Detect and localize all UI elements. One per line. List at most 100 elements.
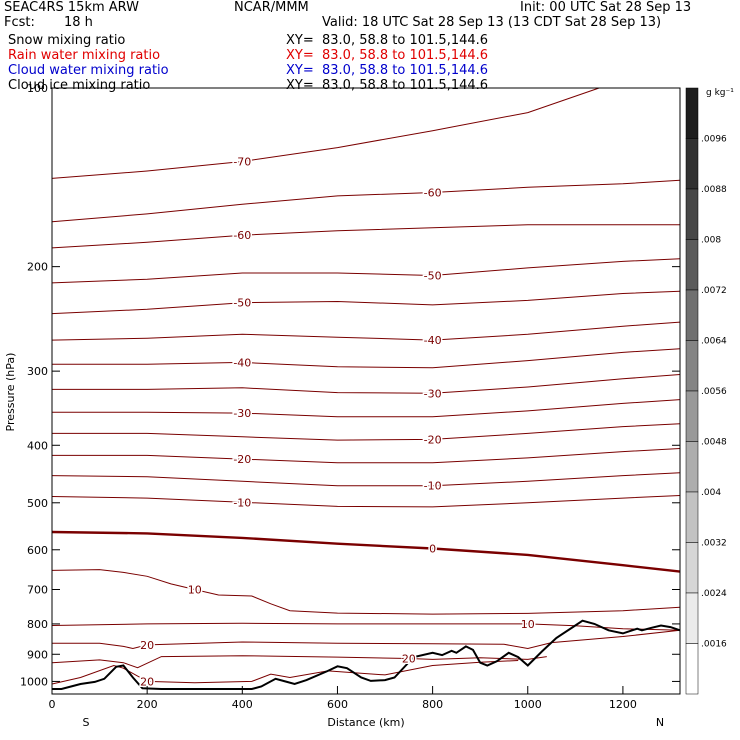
isotherm-line-8 — [52, 399, 681, 418]
y-tick-label-9: 1000 — [20, 675, 48, 688]
x-axis: 0 200 400 600 800 1000 1200 — [49, 686, 637, 711]
field-snow-xy: XY= 83.0, 58.8 to 101.5,144.6 — [286, 33, 489, 48]
colorbar-tick-0: .0096 — [701, 135, 727, 145]
isotherm-label-2: -60 — [233, 229, 251, 242]
colorbar-swatch-11 — [685, 643, 699, 695]
colorbar-tick-5: .0056 — [701, 387, 727, 397]
colorbar-tick-9: .0024 — [701, 589, 727, 599]
valid-time: Valid: 18 UTC Sat 28 Sep 13 (13 CDT Sat … — [322, 15, 662, 30]
init-time: Init: 00 UTC Sat 28 Sep 13 — [520, 0, 692, 15]
y-tick-label-8: 900 — [27, 648, 48, 661]
y-tick-label-7: 800 — [27, 618, 48, 631]
isotherm-label-16: 20 — [140, 639, 154, 652]
isotherm-label-17: 20 — [402, 653, 416, 666]
colorbar-swatch-1 — [685, 138, 699, 190]
isotherm-line-12 — [51, 495, 681, 508]
y-tick-label-2: 300 — [27, 365, 48, 378]
isotherm-line-11 — [51, 472, 681, 487]
colorbar-tick-6: .0048 — [701, 438, 727, 448]
colorbar-tick-2: .008 — [701, 236, 721, 246]
x-tick-label-2: 400 — [232, 698, 253, 711]
colorbar-tick-4: .0064 — [701, 337, 727, 347]
isotherm-label-10: -20 — [233, 453, 251, 466]
isotherm-line-2 — [51, 224, 680, 249]
field-cloudice-name: Cloud ice mixing ratio — [8, 78, 151, 93]
isotherm-line-13 — [51, 530, 681, 573]
isotherm-label-1: -60 — [424, 186, 442, 199]
colorbar-swatch-5 — [685, 340, 699, 392]
y-tick-label-0: 100 — [27, 82, 48, 95]
isotherm-line-5 — [51, 321, 681, 341]
isotherm-line-6 — [52, 348, 681, 369]
colorbar-swatch-10 — [685, 592, 699, 644]
colorbar-swatch-8 — [685, 491, 699, 543]
colorbar: .0096 .0088 .008 .0072 .0064 .0056 .0048 .004 .0… — [685, 87, 727, 695]
colorbar-tick-10: .0016 — [701, 640, 727, 650]
isotherm-line-1 — [51, 179, 681, 223]
north-end-label: N — [656, 716, 664, 729]
isotherm-line-9 — [52, 423, 681, 441]
x-tick-label-4: 800 — [422, 698, 443, 711]
isotherm-label-7: -30 — [424, 387, 442, 400]
x-tick-label-1: 200 — [137, 698, 158, 711]
isotherm-label-5: -40 — [424, 334, 442, 347]
colorbar-swatch-7 — [685, 441, 699, 493]
x-tick-label-3: 600 — [327, 698, 348, 711]
colorbar-swatch-2 — [685, 188, 699, 240]
contour-labels: -70 -60 -60 -50 -50 -40 -40 -30 -30 -20 -20 -10 -10 0… — [139, 154, 537, 690]
colorbar-tick-8: .0032 — [701, 539, 727, 549]
colorbar-swatch-3 — [685, 239, 699, 291]
y-tick-label-4: 500 — [27, 497, 48, 510]
isotherm-label-13: 0 — [429, 542, 436, 555]
field-cloudwater-xy: XY= 83.0, 58.8 to 101.5,144.6 — [286, 63, 489, 78]
y-tick-label-6: 700 — [27, 584, 48, 597]
y-tick-label-3: 400 — [27, 439, 48, 452]
isotherm-label-8: -30 — [233, 407, 251, 420]
terrain-line — [52, 619, 681, 690]
field-rain-xy: XY= 83.0, 58.8 to 101.5,144.6 — [286, 48, 489, 63]
colorbar-tick-7: .004 — [701, 488, 721, 498]
isotherm-label-3: -50 — [424, 270, 442, 283]
isotherm-line-4 — [51, 290, 681, 315]
isotherm-line-7 — [52, 374, 681, 394]
x-axis-label: Distance (km) — [327, 716, 404, 729]
colorbar-swatch-9 — [685, 542, 699, 594]
x-tick-label-6: 1200 — [609, 698, 637, 711]
field-rain-name: Rain water mixing ratio — [8, 48, 161, 63]
isotherm-label-0: -70 — [233, 155, 251, 168]
colorbar-tick-3: .0072 — [701, 286, 727, 296]
colorbar-swatch-6 — [685, 390, 699, 442]
isotherm-line-3 — [51, 258, 681, 284]
colorbar-tick-1: .0088 — [701, 185, 727, 195]
isotherm-line-18 — [51, 660, 519, 685]
isotherm-line-17 — [51, 655, 547, 669]
model-title: SEAC4RS 15km ARW — [4, 0, 140, 15]
forecast-label: Fcst: — [4, 15, 35, 30]
colorbar-swatch-4 — [685, 289, 699, 341]
isotherm-line-10 — [52, 448, 681, 464]
x-tick-label-0: 0 — [49, 698, 56, 711]
south-end-label: S — [83, 716, 90, 729]
forecast-hours: 18 h — [64, 15, 93, 30]
x-tick-label-5: 1000 — [514, 698, 542, 711]
field-cloudwater-name: Cloud water mixing ratio — [8, 63, 169, 78]
colorbar-swatch-0 — [685, 87, 699, 139]
isotherm-label-11: -10 — [424, 480, 442, 493]
center-title: NCAR/MMM — [234, 0, 309, 15]
isotherm-label-9: -20 — [424, 433, 442, 446]
terrain-profile — [52, 619, 681, 690]
colorbar-unit: g kg⁻¹ — [706, 88, 734, 98]
isotherm-label-4: -50 — [233, 297, 251, 310]
isotherm-line-0 — [51, 87, 600, 179]
isotherm-label-14: 10 — [188, 584, 202, 597]
isotherm-label-12: -10 — [233, 496, 251, 509]
field-cloudice-xy: XY= 83.0, 58.8 to 101.5,144.6 — [286, 78, 489, 93]
isotherm-line-14 — [51, 569, 681, 615]
field-snow-name: Snow mixing ratio — [8, 33, 126, 48]
isotherm-contours — [51, 87, 681, 685]
isotherm-label-18: 20 — [140, 675, 154, 688]
y-axis-label: Pressure (hPa) — [4, 353, 17, 432]
y-tick-label-5: 600 — [27, 544, 48, 557]
